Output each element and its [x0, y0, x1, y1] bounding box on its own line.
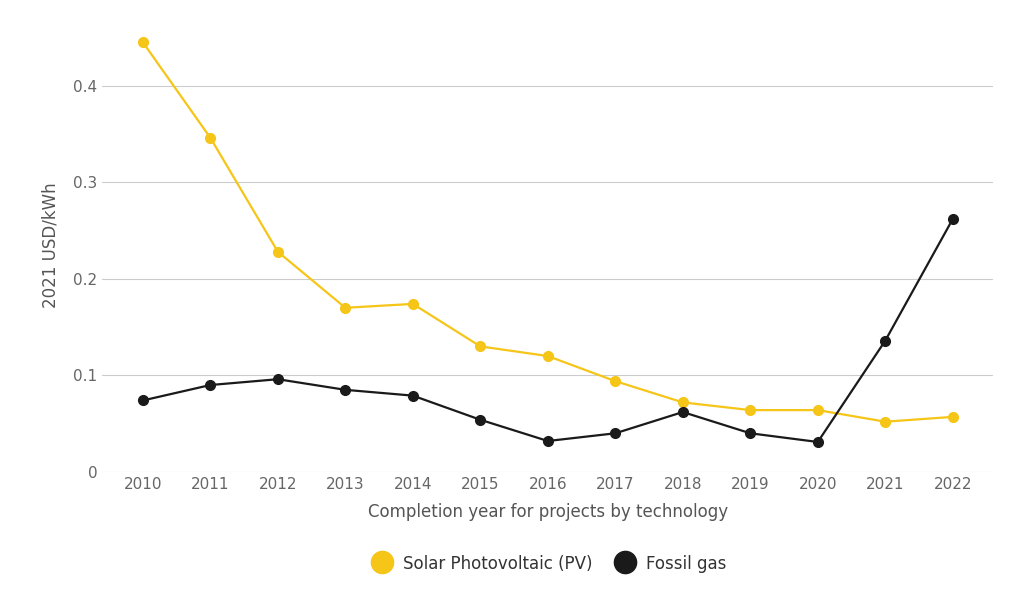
Solar Photovoltaic (PV)	[204, 134, 216, 142]
Solar Photovoltaic (PV)	[271, 248, 284, 255]
Fossil gas	[812, 439, 824, 446]
Fossil gas	[946, 215, 958, 223]
Solar Photovoltaic (PV)	[946, 413, 958, 420]
Fossil gas	[407, 392, 419, 399]
X-axis label: Completion year for projects by technology: Completion year for projects by technolo…	[368, 503, 728, 521]
Fossil gas	[137, 397, 150, 404]
Fossil gas	[880, 337, 892, 344]
Solar Photovoltaic (PV)	[542, 353, 554, 360]
Fossil gas	[204, 381, 216, 388]
Fossil gas	[609, 430, 622, 437]
Fossil gas	[271, 376, 284, 383]
Fossil gas	[339, 386, 351, 393]
Solar Photovoltaic (PV)	[609, 378, 622, 385]
Solar Photovoltaic (PV)	[744, 407, 757, 414]
Line: Solar Photovoltaic (PV): Solar Photovoltaic (PV)	[138, 38, 957, 427]
Fossil gas	[744, 430, 757, 437]
Fossil gas	[542, 437, 554, 445]
Solar Photovoltaic (PV)	[474, 343, 486, 350]
Solar Photovoltaic (PV)	[339, 304, 351, 312]
Fossil gas	[677, 408, 689, 416]
Legend: Solar Photovoltaic (PV), Fossil gas: Solar Photovoltaic (PV), Fossil gas	[362, 548, 733, 580]
Solar Photovoltaic (PV)	[812, 407, 824, 414]
Line: Fossil gas: Fossil gas	[138, 214, 957, 447]
Fossil gas	[474, 416, 486, 423]
Solar Photovoltaic (PV)	[137, 39, 150, 46]
Y-axis label: 2021 USD/kWh: 2021 USD/kWh	[41, 182, 59, 308]
Solar Photovoltaic (PV)	[407, 300, 419, 307]
Solar Photovoltaic (PV)	[677, 399, 689, 406]
Solar Photovoltaic (PV)	[880, 418, 892, 425]
